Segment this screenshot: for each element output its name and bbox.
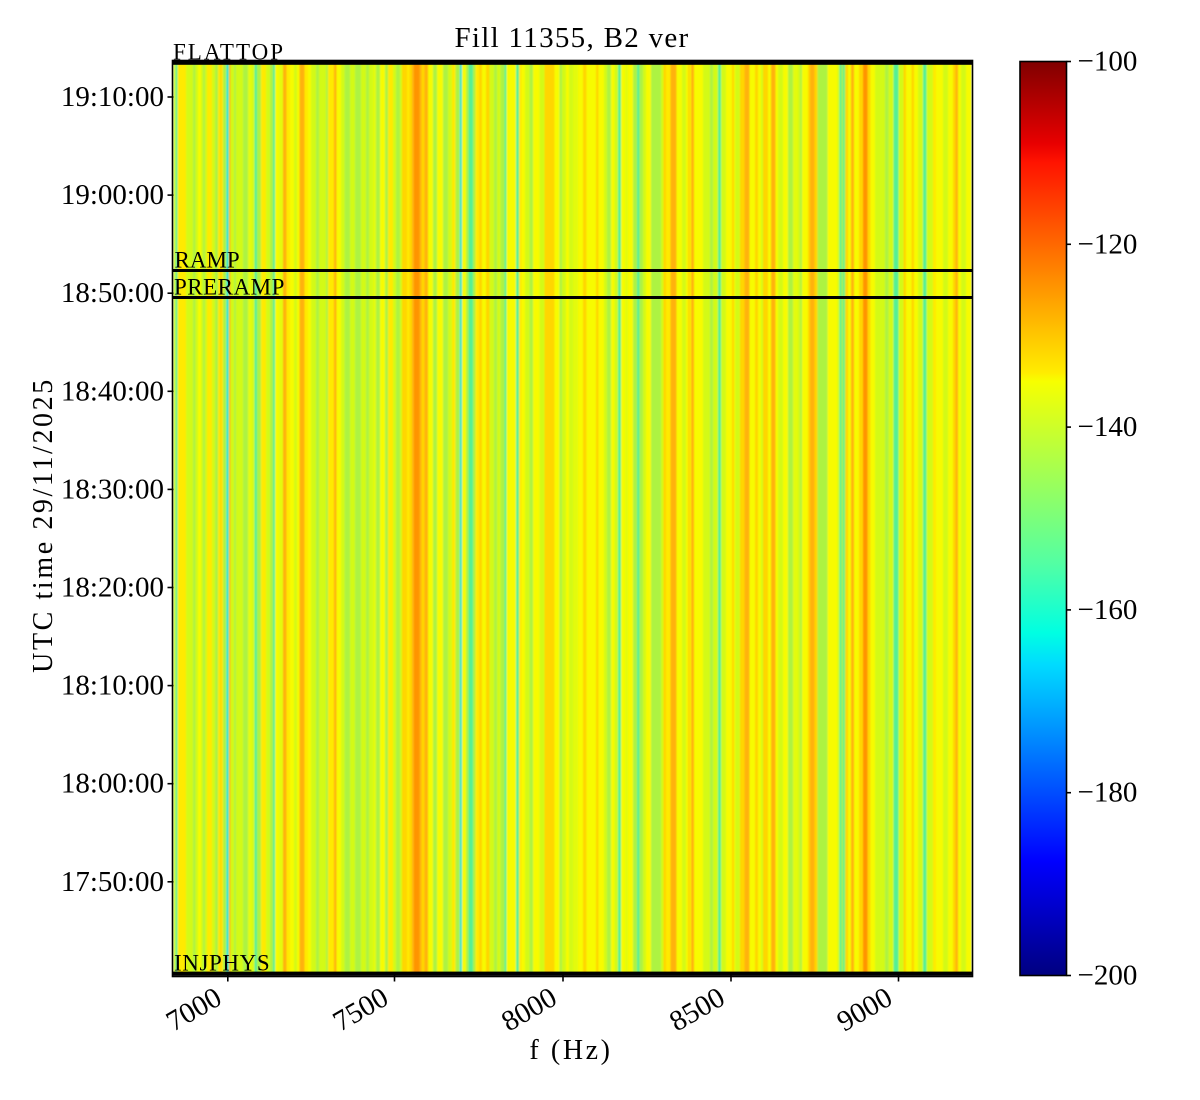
svg-text:FLATTOP: FLATTOP [173,40,285,65]
svg-text:19:00:00: 19:00:00 [61,179,164,211]
svg-text:7000: 7000 [161,981,227,1038]
svg-text:UTC time 29/11/2025: UTC time 29/11/2025 [28,377,59,673]
svg-text:−120: −120 [1078,228,1138,260]
svg-text:8000: 8000 [496,981,562,1038]
svg-text:Fill 11355, B2 ver: Fill 11355, B2 ver [455,22,690,54]
svg-text:18:40:00: 18:40:00 [61,375,164,407]
svg-text:9000: 9000 [832,981,898,1038]
svg-text:f (Hz): f (Hz) [529,1035,612,1066]
svg-text:8500: 8500 [664,981,730,1038]
svg-text:INJPHYS: INJPHYS [174,951,270,976]
svg-text:−180: −180 [1078,777,1138,809]
svg-text:−140: −140 [1078,411,1138,443]
svg-text:18:10:00: 18:10:00 [61,670,164,702]
svg-text:17:50:00: 17:50:00 [61,866,164,898]
svg-text:18:50:00: 18:50:00 [61,277,164,309]
svg-text:−160: −160 [1078,594,1138,626]
svg-text:18:30:00: 18:30:00 [61,473,164,505]
svg-text:18:20:00: 18:20:00 [61,572,164,604]
svg-text:PRERAMP: PRERAMP [174,275,285,300]
svg-text:18:00:00: 18:00:00 [61,768,164,800]
svg-text:19:10:00: 19:10:00 [61,81,164,113]
svg-text:−200: −200 [1078,960,1138,992]
svg-text:−100: −100 [1078,46,1138,78]
svg-text:7500: 7500 [328,981,394,1038]
svg-text:RAMP: RAMP [175,248,240,273]
